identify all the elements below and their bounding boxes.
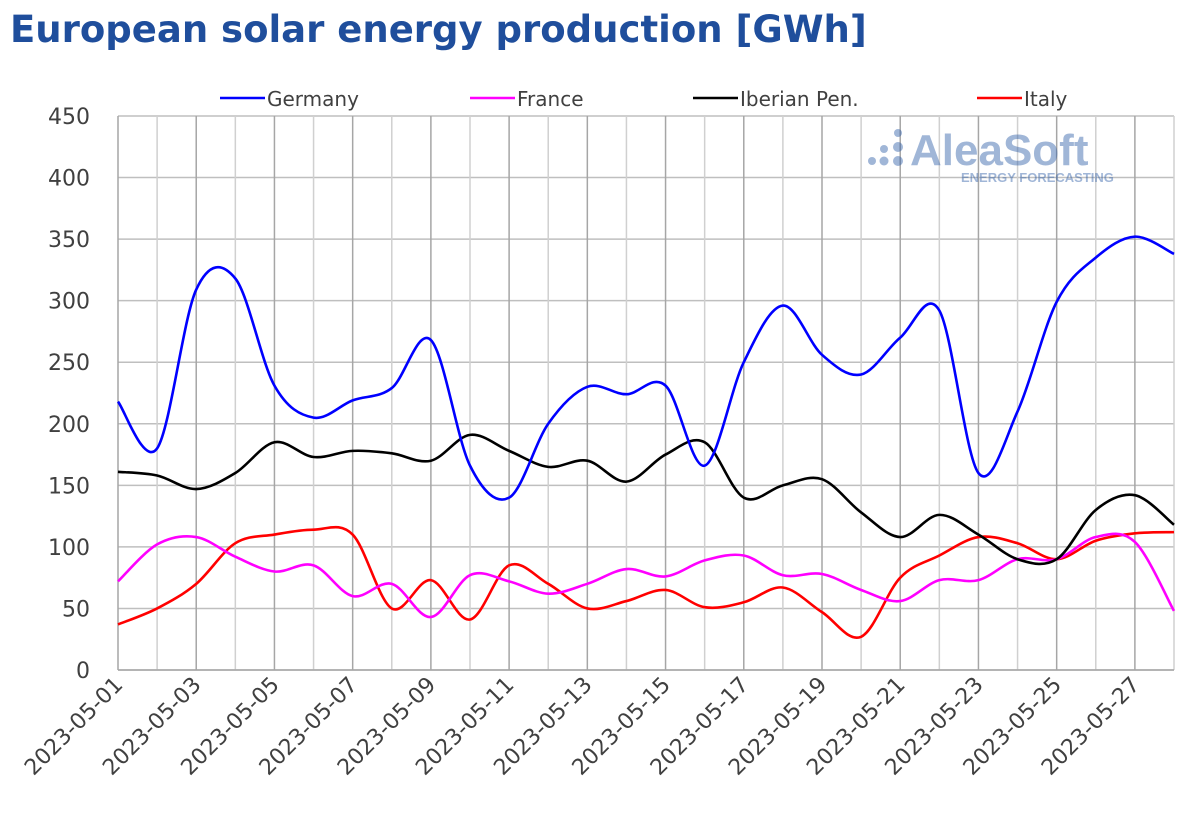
grid [117, 115, 1175, 671]
legend-label: Italy [1024, 87, 1068, 111]
y-tick-label: 300 [48, 290, 90, 315]
svg-text:ENERGY FORECASTING: ENERGY FORECASTING [961, 170, 1114, 185]
y-tick-label: 100 [48, 536, 90, 561]
legend-label: Iberian Pen. [740, 87, 859, 111]
y-tick-label: 400 [48, 167, 90, 192]
aleasoft-logo: AleaSoft ENERGY FORECASTING [868, 126, 1114, 185]
chart-title: European solar energy production [GWh] [10, 8, 867, 51]
y-tick-label: 150 [48, 474, 90, 499]
y-tick-label: 350 [48, 228, 90, 253]
series-line-italy [117, 525, 1175, 639]
y-tick-label: 50 [62, 597, 90, 622]
series-line-germany [116, 235, 1175, 501]
series-line-iberian-pen [117, 433, 1175, 566]
y-tick-label: 250 [48, 351, 90, 376]
series-line-france [117, 532, 1176, 619]
y-tick-label: 0 [76, 659, 90, 684]
y-tick-label: 200 [48, 413, 90, 438]
legend: Germany France Iberian Pen. Italy [220, 87, 1068, 111]
legend-label: France [517, 87, 584, 111]
y-tick-label: 450 [48, 105, 90, 130]
svg-text:AleaSoft: AleaSoft [910, 126, 1089, 175]
legend-label: Germany [267, 87, 359, 111]
